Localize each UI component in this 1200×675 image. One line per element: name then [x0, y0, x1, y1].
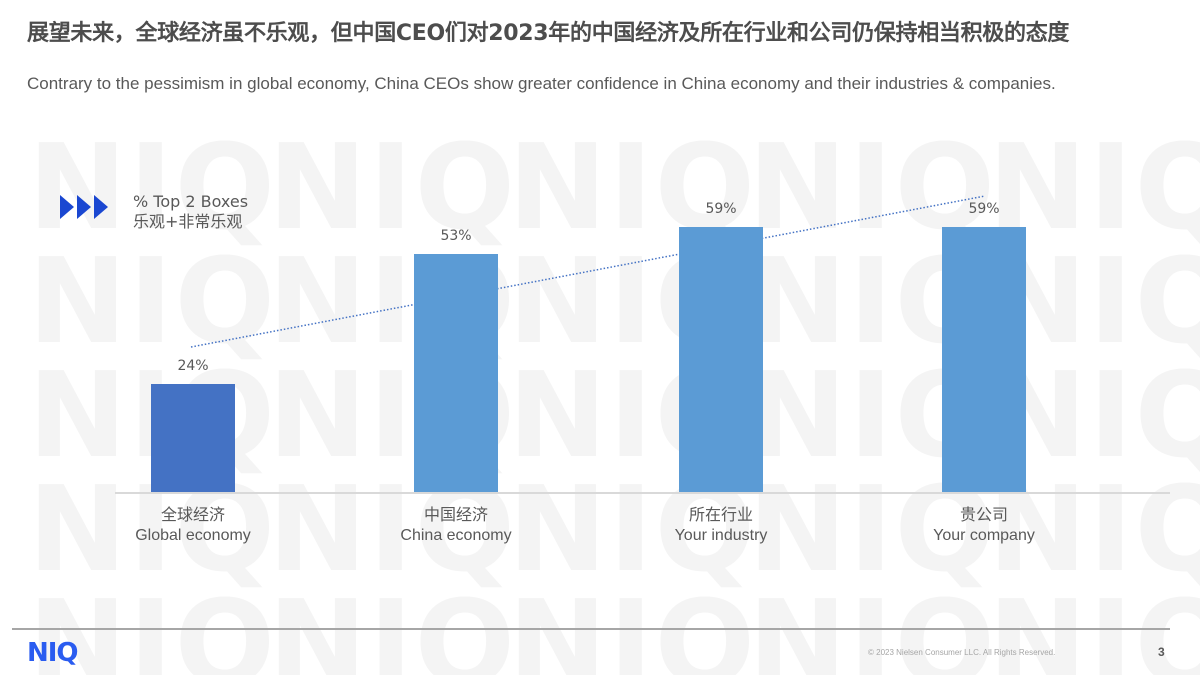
bar-china-economy [414, 253, 498, 492]
category-label: 贵公司 Your company [933, 507, 1035, 544]
chart-legend: % Top 2 Boxes 乐观+非常乐观 [60, 192, 248, 232]
legend-line-2: 乐观+非常乐观 [133, 212, 243, 231]
legend-line-1: % Top 2 Boxes [133, 192, 249, 211]
copyright-text: © 2023 Nielsen Consumer LLC. All Rights … [868, 648, 1056, 657]
bar-value-label: 53% [440, 227, 472, 244]
triple-arrow-icon [60, 195, 111, 219]
footer-divider [12, 628, 1170, 630]
bar-your-company [942, 226, 1026, 492]
niq-logo: NIQ [27, 638, 79, 668]
bar-global-economy [151, 384, 235, 492]
bar-value-label: 24% [177, 358, 209, 374]
slide-subtitle: Contrary to the pessimism in global econ… [27, 74, 1056, 93]
bar-your-industry [679, 226, 763, 492]
slide-title: 展望未来，全球经济虽不乐观，但中国CEO们对2023年的中国经济及所在行业和公司… [27, 21, 1070, 46]
bar-value-label: 59% [705, 200, 737, 217]
category-label: 所在行业 Your industry [674, 507, 768, 544]
category-label: 中国经济 China economy [400, 507, 512, 544]
page-number: 3 [1158, 645, 1165, 659]
x-axis-line [115, 492, 1170, 494]
category-label: 全球经济 Global economy [135, 507, 251, 544]
bar-value-label: 59% [968, 200, 1000, 217]
